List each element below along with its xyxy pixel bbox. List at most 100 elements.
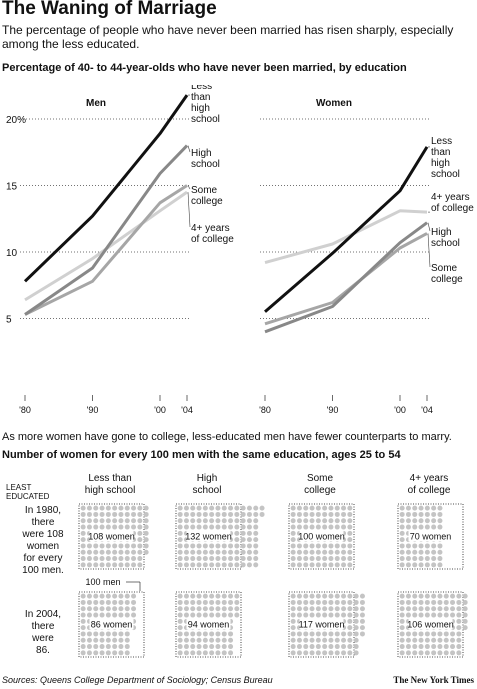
woman-dot: [334, 612, 340, 618]
woman-dot: [347, 606, 353, 612]
woman-dot: [228, 593, 234, 599]
series-line: [23, 94, 189, 283]
woman-dot: [124, 593, 130, 599]
woman-dot: [221, 562, 227, 568]
woman-dot: [462, 618, 468, 624]
woman-dot: [296, 556, 302, 562]
series-label: Some: [191, 185, 218, 196]
woman-dot: [190, 518, 196, 524]
woman-dot: [112, 562, 118, 568]
hundred-men-frame: [175, 591, 242, 658]
woman-dot: [405, 593, 411, 599]
woman-dot: [99, 556, 105, 562]
woman-dot: [296, 524, 302, 530]
series-line: [24, 144, 189, 316]
label-leader: [187, 145, 191, 153]
woman-dot: [315, 524, 321, 530]
woman-dot: [431, 637, 437, 643]
woman-dot: [303, 637, 309, 643]
woman-dot: [412, 556, 418, 562]
woman-dot: [196, 556, 202, 562]
woman-dot: [99, 650, 105, 656]
woman-dot: [118, 562, 124, 568]
y-tick-label: 5: [6, 315, 12, 326]
woman-dot: [424, 543, 430, 549]
woman-dot: [246, 524, 252, 530]
value-label: 94 women: [188, 620, 230, 630]
woman-dot: [112, 505, 118, 511]
woman-dot: [215, 593, 221, 599]
line-charts-heading: Percentage of 40- to 44-year-olds who ha…: [2, 62, 407, 74]
woman-dot: [93, 524, 99, 530]
woman-dot: [296, 637, 302, 643]
woman-dot: [124, 511, 130, 517]
woman-dot: [462, 599, 468, 605]
woman-dot: [309, 543, 315, 549]
woman-dot: [177, 505, 183, 511]
x-tick-label: '80: [259, 405, 271, 415]
woman-dot: [112, 631, 118, 637]
woman-dot: [234, 562, 240, 568]
woman-dot: [215, 650, 221, 656]
woman-dot: [137, 562, 143, 568]
woman-dot: [190, 549, 196, 555]
woman-dot: [353, 593, 359, 599]
woman-dot: [105, 549, 111, 555]
row-label-1980: for every: [24, 553, 63, 564]
woman-dot: [221, 631, 227, 637]
woman-dot: [202, 631, 208, 637]
woman-dot: [124, 650, 130, 656]
series-label: High: [431, 227, 452, 238]
x-tick-label: '04: [181, 405, 193, 415]
label-leader: [427, 222, 431, 232]
source-note: Sources: Queens College Department of So…: [2, 675, 273, 685]
x-tick-label: '00: [394, 405, 406, 415]
woman-dot: [347, 537, 353, 543]
value-label-bg: [408, 617, 453, 630]
woman-dot: [315, 650, 321, 656]
woman-dot: [228, 562, 234, 568]
woman-dot: [190, 606, 196, 612]
woman-dot: [456, 599, 462, 605]
row-label-2004: were: [31, 633, 54, 644]
woman-dot: [290, 543, 296, 549]
woman-dot: [296, 606, 302, 612]
woman-dot: [143, 505, 149, 511]
value-label: 100 women: [298, 532, 345, 542]
woman-dot: [290, 562, 296, 568]
woman-dot: [418, 631, 424, 637]
woman-dot: [303, 543, 309, 549]
line-charts: 5101520%'80'90'00'04MenLessthanhighschoo…: [6, 85, 474, 415]
woman-dot: [328, 599, 334, 605]
woman-dot: [462, 606, 468, 612]
woman-dot: [190, 631, 196, 637]
woman-dot: [328, 593, 334, 599]
y-tick-label: 20%: [6, 115, 26, 126]
woman-dot: [131, 505, 137, 511]
woman-dot: [221, 524, 227, 530]
woman-dot: [296, 599, 302, 605]
woman-dot: [93, 606, 99, 612]
woman-dot: [80, 562, 86, 568]
woman-dot: [86, 505, 92, 511]
woman-dot: [353, 625, 359, 631]
woman-dot: [86, 593, 92, 599]
woman-dot: [202, 599, 208, 605]
woman-dot: [328, 637, 334, 643]
woman-dot: [359, 625, 365, 631]
woman-dot: [334, 505, 340, 511]
woman-dot: [315, 562, 321, 568]
woman-dot: [234, 524, 240, 530]
category-header: High: [197, 473, 218, 484]
woman-dot: [80, 511, 86, 517]
woman-dot: [80, 631, 86, 637]
woman-dot: [234, 612, 240, 618]
series-label: school: [431, 169, 460, 180]
woman-dot: [450, 606, 456, 612]
woman-dot: [234, 556, 240, 562]
woman-dot: [334, 599, 340, 605]
value-label: 117 women: [299, 620, 345, 630]
woman-dot: [418, 549, 424, 555]
woman-dot: [112, 524, 118, 530]
